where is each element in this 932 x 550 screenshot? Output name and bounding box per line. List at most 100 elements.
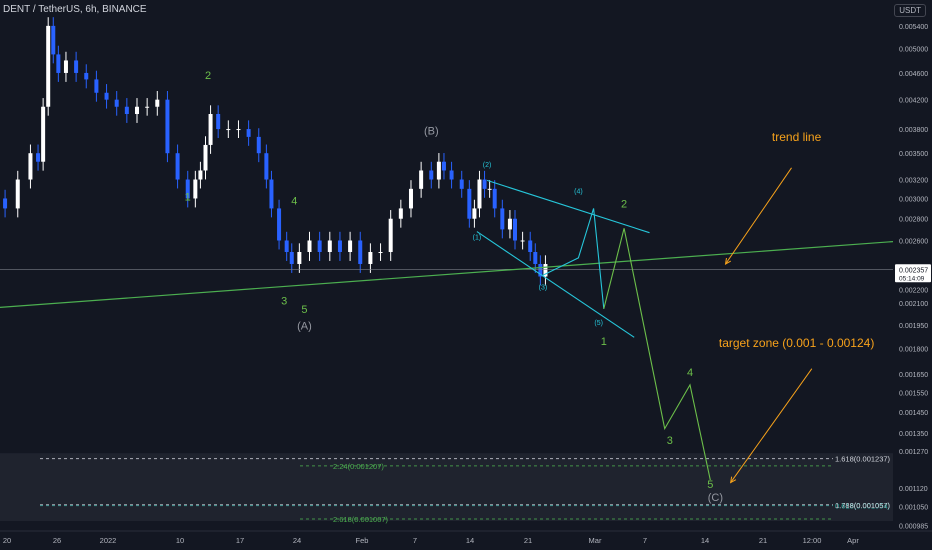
x-tick-label: 21 [759,536,767,545]
candle-body [185,179,190,199]
x-tick-label: 21 [524,536,532,545]
wave-label: 1 [601,336,607,348]
y-tick-label: 0.003800 [899,127,928,134]
wave-label: (1) [473,234,482,241]
candle-body [482,179,487,189]
wave-label: (C) [708,492,723,504]
candle-body [226,129,231,131]
candle-body [264,153,269,180]
x-tick-label: Feb [356,536,369,545]
x-tick-label: 14 [466,536,474,545]
wave-label: 4 [687,367,693,379]
fib-level-label: 0.618(0.001054) [835,502,891,511]
y-tick-label: 0.001270 [899,449,928,456]
candle-body [449,170,454,180]
x-tick-label: 26 [53,536,61,545]
candle-body [56,54,61,73]
wave-label: 4 [291,195,297,207]
candle-body [500,208,505,230]
candle-body [124,106,129,114]
projection-cyan [542,208,605,309]
candle-body [317,240,322,253]
candle-body [15,179,20,209]
candle-body [459,179,464,189]
last-price-countdown: 05:14:09 [899,275,925,282]
candle-body [84,72,89,80]
y-tick-label: 0.003000 [899,196,928,203]
candle-body [236,129,241,131]
candle-body [467,188,472,219]
candle-body [46,25,51,107]
x-tick-label: 12:00 [803,536,822,545]
y-tick-label: 0.001450 [899,410,928,417]
y-tick-label: 0.004600 [899,71,928,78]
y-tick-label: 0.001120 [899,486,928,493]
candle-body [175,153,180,180]
currency-button[interactable]: USDT [894,4,926,17]
candle-body [358,240,363,264]
candle-body [419,170,424,189]
candle-body [378,252,383,254]
candle-body [538,263,543,277]
y-tick-label: 0.002200 [899,288,928,295]
x-tick-label: 17 [236,536,244,545]
candle-body [297,252,302,264]
triangle-lower-line [476,231,635,338]
annotation-arrowhead [724,257,732,265]
x-tick-label: Mar [589,536,602,545]
candle-body [492,188,497,209]
target-zone-box [0,453,893,522]
last-price-badge [895,264,931,283]
candle-body [114,99,119,107]
candle-body [512,218,517,241]
y-tick-label: 0.004200 [899,98,928,105]
y-tick-label: 0.002100 [899,301,928,308]
fib-level-label: 1.618(0.001237) [835,455,891,464]
fib-level-label: 1.788(0.001057) [835,501,891,510]
wave-label: 2 [205,70,211,82]
x-tick-label: 10 [176,536,184,545]
triangle-upper-line [486,179,650,234]
annotation-arrowhead [729,476,737,484]
candle-body [74,60,79,73]
candle-body [3,198,8,209]
chart-title: DENT / TetherUS, 6h, BINANCE [3,4,147,15]
candle-body [337,240,342,253]
y-tick-label: 0.001050 [899,505,928,512]
y-tick-label: 0.005400 [899,24,928,31]
y-tick-label: 0.003500 [899,151,928,158]
candle-body [528,240,533,253]
candle-body [398,208,403,219]
candle-body [41,106,46,162]
candle-body [533,252,538,264]
candle-body [63,60,68,73]
candle-body [208,113,213,145]
candle-body [307,240,312,253]
candle-body [269,179,274,209]
candle-body [284,240,289,253]
candle-body [348,240,353,253]
annotation-text: trend line [772,130,822,144]
annotation-text: target zone (0.001 - 0.00124) [719,336,874,350]
x-tick-label: 20 [3,536,11,545]
candle-body [436,161,441,180]
candle-body [256,136,261,154]
candle-body [203,144,208,171]
y-tick-label: 0.001550 [899,390,928,397]
x-tick-label: Apr [847,536,859,545]
candle-body [28,153,33,180]
annotation-arrow [725,167,792,265]
candle-body [388,218,393,253]
candle-body [165,99,170,154]
candle-body [487,188,492,190]
candle-body [36,153,41,162]
candle-body [155,99,160,107]
candle-body [216,113,221,130]
candle-body [134,106,139,114]
wave-label: (A) [297,321,312,333]
wave-label: 2 [621,198,627,210]
candle-body [520,240,525,242]
x-tick-label: 14 [701,536,709,545]
